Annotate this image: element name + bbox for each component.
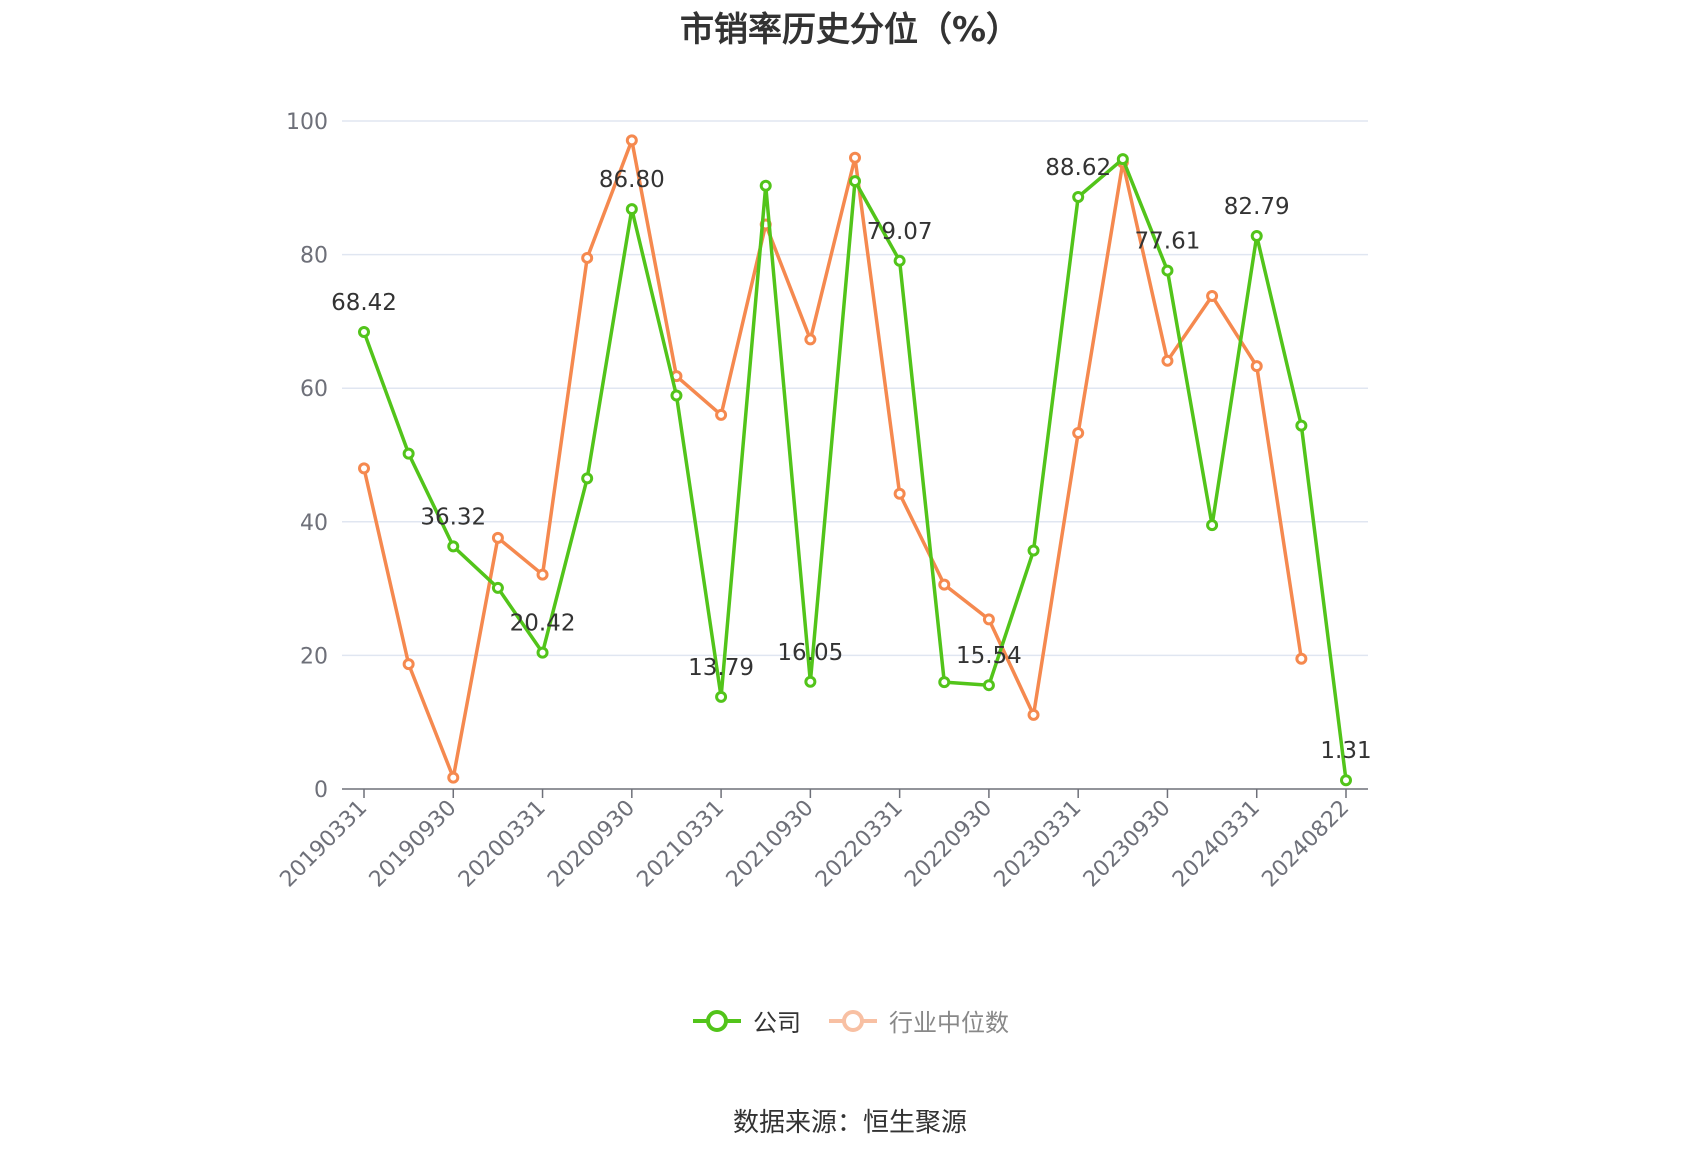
x-tick-label-20240331: 20240331 [1168,796,1265,893]
x-tick-label-20190930: 20190930 [365,796,462,893]
point-行业中位数-20210930 [804,333,817,346]
legend-industry-label: 行业中位数 [889,1009,1009,1037]
point-行业中位数-20221231 [1027,708,1040,721]
y-tick-label-40: 40 [300,511,328,536]
source-note: 数据来源：恒生聚源 [732,1108,967,1138]
data-label-20230331: 88.62 [1045,155,1111,181]
point-公司-20210630 [759,179,772,192]
data-label-20210930: 16.05 [777,640,843,666]
x-tick-label-20220331: 20220331 [811,796,908,893]
point-公司-20201231 [670,389,683,402]
point-行业中位数-20200630 [581,251,594,264]
point-行业中位数-20240331 [1250,360,1263,373]
point-行业中位数-20200930 [625,134,638,147]
point-行业中位数-20240630 [1295,652,1308,665]
point-行业中位数-20220630 [938,578,951,591]
point-行业中位数-20220930 [982,613,995,626]
point-公司-20230630 [1116,153,1129,166]
grid-layer [342,120,1368,657]
point-公司-20210930 [804,675,817,688]
point-行业中位数-20190331 [358,462,370,475]
point-公司-20221231 [1027,544,1040,557]
y-tick-label-80: 80 [300,244,328,269]
y-tick-label-60: 60 [300,377,328,402]
legend-item-company[interactable]: 公司 [691,1003,801,1038]
point-行业中位数-20191231 [491,531,504,544]
point-公司-20211231 [849,175,861,188]
point-公司-20231231 [1206,519,1219,532]
data-label-20200930: 86.80 [599,167,665,193]
y-tick-label-0: 0 [314,778,328,803]
point-公司-20200630 [581,472,594,485]
point-公司-20190930 [447,540,460,553]
axis-layer: 0 20 40 60 80 100 2019033120190930202003312020… [275,110,1368,892]
data-label-20240822: 1.31 [1320,738,1371,764]
series-layer [358,134,1352,787]
point-行业中位数-20231231 [1206,290,1219,303]
point-公司-20230930 [1161,264,1174,277]
data-label-20190331: 68.42 [331,290,397,316]
x-tick-label-20220930: 20220930 [900,796,997,893]
point-行业中位数-20211231 [849,151,861,164]
point-行业中位数-20230331 [1072,426,1085,439]
point-公司-20220630 [938,676,951,689]
x-tick-label-20200930: 20200930 [543,796,640,893]
x-tick-label-20210930: 20210930 [722,796,819,893]
point-公司-20240331 [1250,229,1263,242]
y-tick-label-100: 100 [286,110,328,135]
point-公司-20230331 [1072,191,1085,204]
data-label-20190930: 36.32 [420,504,486,530]
point-公司-20240630 [1295,419,1308,432]
data-label-20230930: 77.61 [1135,229,1201,255]
x-tick-label-20230930: 20230930 [1079,796,1176,893]
point-公司-20220930 [982,679,995,692]
point-公司-20191231 [491,581,504,594]
x-tick-label-20200331: 20200331 [454,796,551,893]
point-行业中位数-20230930 [1161,354,1174,367]
point-行业中位数-20190630 [402,658,415,671]
point-公司-20190331 [358,325,370,338]
data-label-20220930: 15.54 [956,643,1022,669]
point-公司-20210331 [715,690,728,703]
point-公司-20200930 [625,203,638,216]
point-公司-20240822 [1340,774,1352,787]
point-行业中位数-20210331 [715,408,728,421]
x-tick-label-20230331: 20230331 [990,796,1087,893]
legend-company-label: 公司 [753,1009,801,1037]
data-label-20220331: 79.07 [867,219,933,245]
point-行业中位数-20220331 [893,487,906,500]
x-tick-label-20210331: 20210331 [632,796,729,893]
legend-company-marker [693,1009,741,1032]
legend-item-industry[interactable]: 行业中位数 [827,1003,1009,1038]
data-label-20210331: 13.79 [688,655,754,681]
point-行业中位数-20190930 [447,771,460,784]
data-label-20200331: 20.42 [510,611,576,637]
legend-industry-marker [829,1009,877,1032]
label-layer: 68.42 36.32 20.42 86.80 13.79 16.05 79.07 15.54… [331,155,1372,764]
point-行业中位数-20200331 [536,568,549,581]
chart-title: 市销率历史分位（%） [679,10,1021,50]
x-tick-label-20190331: 20190331 [275,796,372,893]
x-tick-label-20240822: 20240822 [1257,796,1354,893]
legend: 公司 行业中位数 [0,1003,1700,1038]
series-line-行业中位数 [362,138,1304,780]
point-公司-20200331 [536,646,549,659]
y-tick-label-20: 20 [300,644,328,669]
point-公司-20220331 [893,254,906,267]
data-label-20240331: 82.79 [1224,194,1290,220]
point-公司-20190630 [402,447,415,460]
